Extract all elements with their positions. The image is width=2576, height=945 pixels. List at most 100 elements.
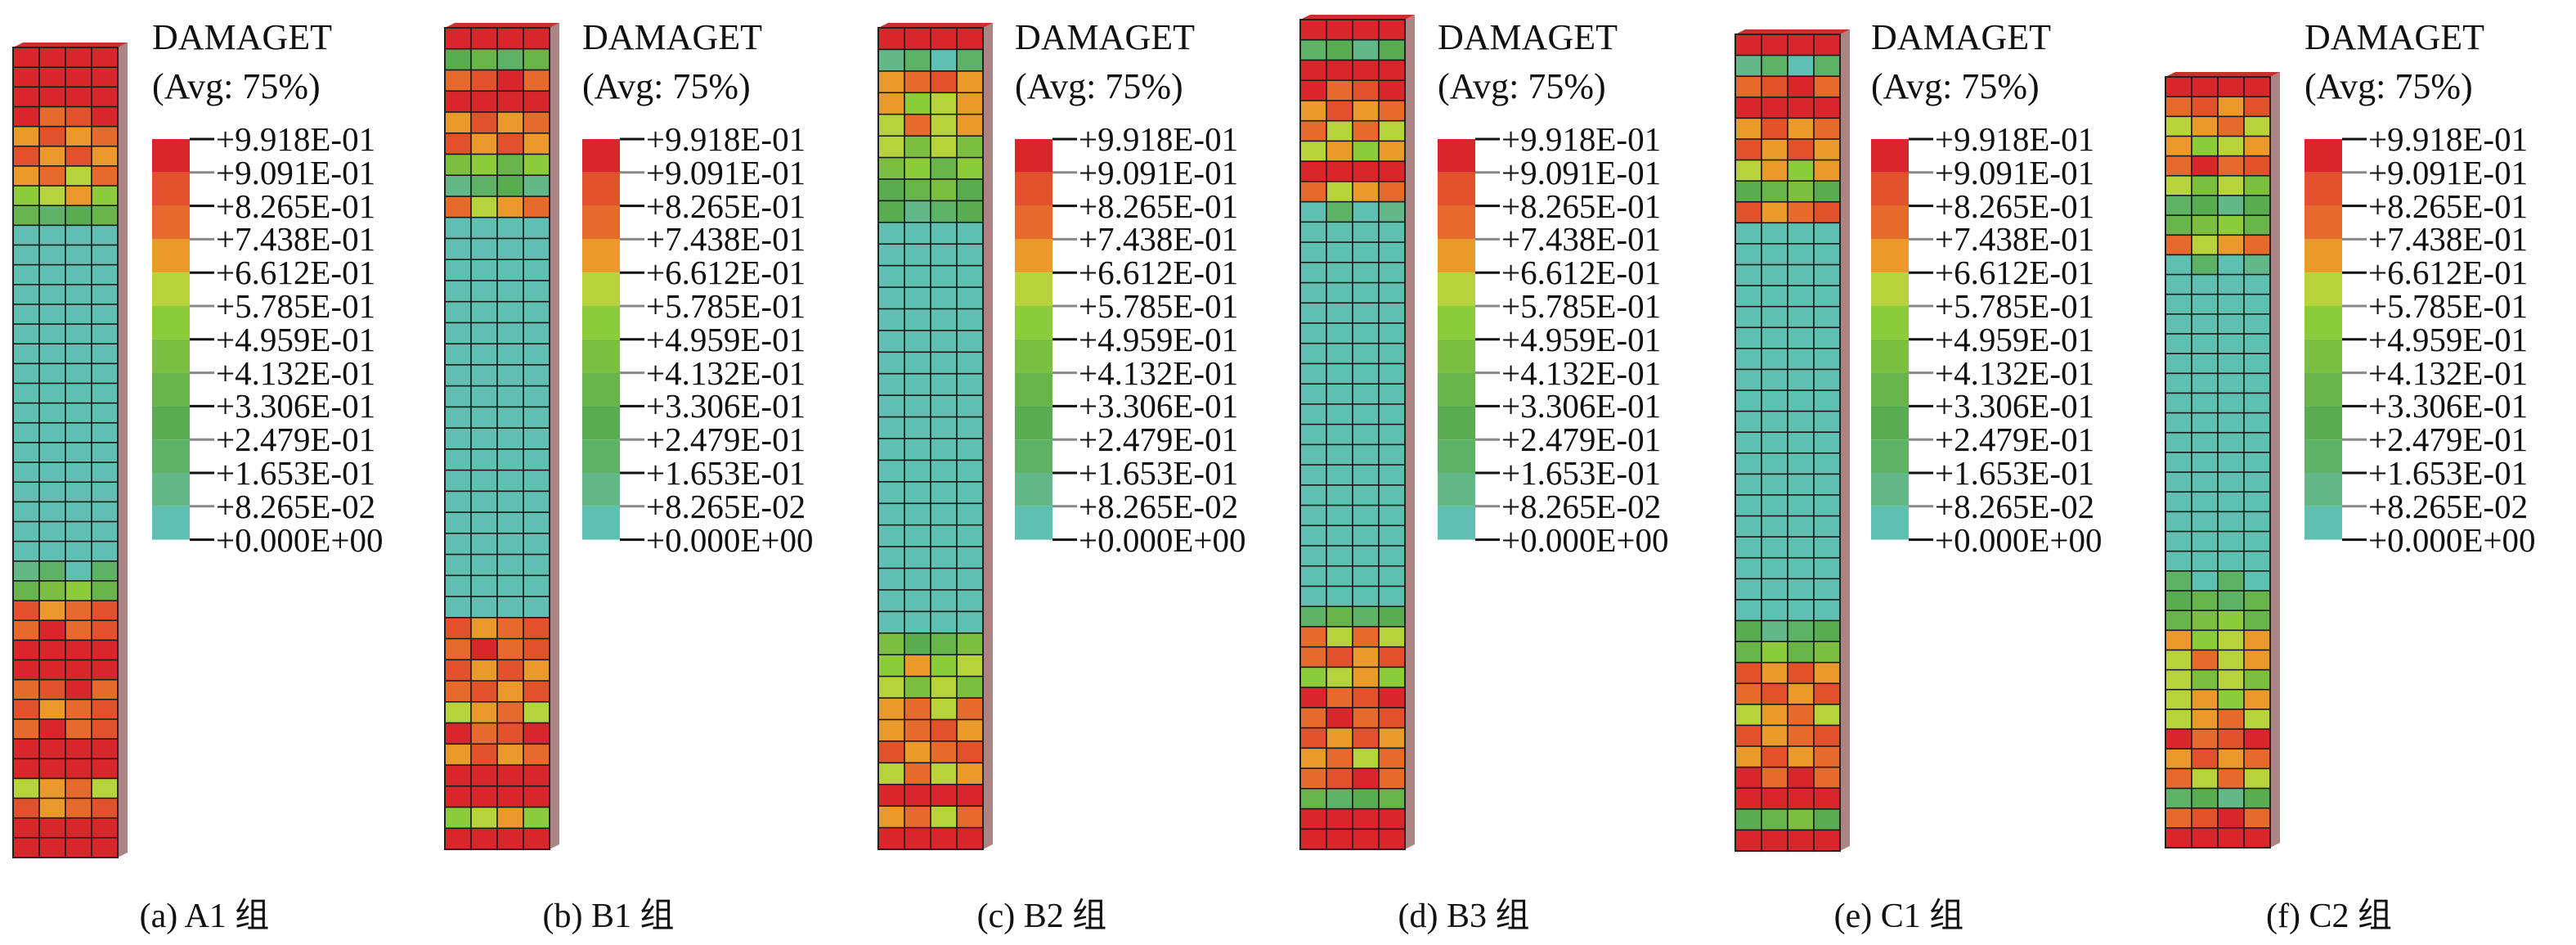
mesh-cell [12, 402, 40, 424]
mesh-cell [523, 533, 550, 556]
mesh-cell [1787, 808, 1815, 831]
mesh-cell [470, 280, 498, 303]
mesh-cell [65, 619, 92, 641]
mesh-cell [1352, 524, 1380, 547]
mesh-cell [1352, 626, 1380, 648]
mesh-cell [1352, 666, 1380, 689]
mesh-cell [877, 546, 905, 569]
mesh-cell [2191, 155, 2219, 177]
mesh-cell [38, 758, 66, 780]
legend-color-swatch [152, 306, 190, 340]
mesh-cell [38, 145, 66, 167]
mesh-cell [877, 27, 905, 51]
mesh-cell [444, 700, 472, 724]
mesh-cell [1378, 787, 1406, 810]
mesh-cell [1299, 200, 1327, 223]
mesh-cell [2191, 254, 2219, 276]
mesh-cell [877, 718, 905, 742]
legend-color-swatch [152, 406, 190, 440]
mesh-cell [470, 553, 498, 577]
mesh-cell [2165, 807, 2192, 829]
column-b3 [1299, 15, 1415, 851]
mesh-cell [2217, 452, 2245, 474]
mesh-cell [91, 619, 119, 641]
mesh-cell [2165, 135, 2192, 157]
mesh-cell [91, 678, 119, 700]
mesh-cell [1378, 38, 1406, 61]
mesh-cell [496, 174, 524, 198]
mesh-cell [877, 459, 905, 483]
mesh-cell [2217, 313, 2245, 335]
mesh-cell [904, 718, 931, 742]
mesh-cell [38, 402, 66, 424]
mesh-cell [444, 659, 472, 682]
mesh-cell [65, 797, 92, 819]
mesh-cell [12, 86, 40, 108]
mesh-cell [1761, 452, 1788, 475]
legend-color-swatch [582, 239, 620, 273]
mesh-cell [496, 469, 524, 493]
mesh-cell [1761, 285, 1788, 308]
mesh-cell [91, 165, 119, 187]
mesh-cell [904, 243, 931, 267]
mesh-cell [496, 511, 524, 534]
mesh-cell [2191, 195, 2219, 217]
mesh-cell [1352, 261, 1380, 284]
mesh-cell [65, 205, 92, 227]
mesh-cell [1326, 200, 1353, 223]
mesh-cell [956, 92, 984, 115]
mesh-cell [1352, 383, 1380, 406]
mesh-cell [2243, 491, 2271, 513]
mesh-cell [523, 806, 550, 830]
mesh-cell [2191, 629, 2219, 651]
legend-color-swatch [2304, 172, 2342, 206]
mesh-cell [444, 596, 472, 619]
mesh-cell [2217, 570, 2245, 592]
legend-color-swatch [1438, 473, 1475, 506]
mesh-cell [1761, 305, 1788, 329]
mesh-cell [1813, 117, 1841, 141]
mesh-cell [444, 111, 472, 134]
mesh-cell [523, 406, 550, 430]
column-c1 [1735, 29, 1850, 853]
panel-caption: (f) C2 组 [2266, 898, 2392, 935]
mesh-cell [496, 196, 524, 218]
mesh-cell [1787, 348, 1815, 371]
mesh-cell [956, 654, 984, 677]
mesh-cell [1326, 322, 1353, 344]
mesh-cell [444, 553, 472, 577]
column-side-face [1405, 15, 1415, 849]
mesh-cell [496, 596, 524, 619]
mesh-cell [904, 394, 931, 418]
mesh-cell [65, 402, 92, 424]
mesh-cell [38, 283, 66, 306]
mesh-cell [12, 540, 40, 562]
mesh-cell [1299, 464, 1327, 486]
legend-value-label: +7.438E-01 [646, 220, 806, 259]
mesh-cell [1761, 704, 1788, 727]
mesh-cell [930, 243, 958, 267]
mesh-cell [2191, 550, 2219, 572]
mesh-cell [470, 196, 498, 218]
mesh-cell [1352, 787, 1380, 810]
legend-value-label: +4.959E-01 [216, 320, 376, 358]
mesh-cell [1735, 787, 1762, 810]
mesh-cell [1378, 79, 1406, 102]
mesh-cell [38, 205, 66, 227]
mesh-cell [38, 619, 66, 641]
mesh-cell [1787, 54, 1815, 78]
mesh-cell [1299, 362, 1327, 385]
mesh-cell [1299, 484, 1327, 506]
mesh-cell [38, 47, 66, 69]
mesh-cell [38, 600, 66, 622]
mesh-cell [877, 654, 905, 677]
legend-color-swatch [1871, 205, 1909, 240]
mesh-cell [1761, 745, 1788, 768]
mesh-cell [904, 416, 931, 440]
legend-color-swatch [1438, 339, 1475, 373]
mesh-cell [12, 66, 40, 88]
legend-value-label: +9.918E-01 [1935, 120, 2095, 158]
mesh-cell [91, 244, 119, 266]
legend-value-label: +0.000E+00 [1079, 520, 1246, 559]
